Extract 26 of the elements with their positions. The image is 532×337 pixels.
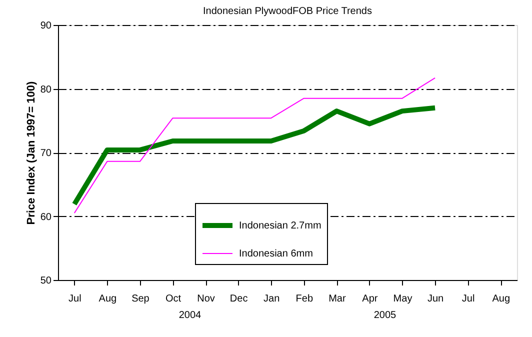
y-tick-label: 80 [40,84,52,96]
x-tick-label: May [393,294,412,304]
x-tick-label: Jan [264,294,280,304]
x-tick-label: Oct [165,294,182,304]
x-tick-label: Jul [462,294,475,304]
x-tick-label: Jun [427,294,444,304]
x-tick-label: Apr [362,294,378,304]
line-series [74,77,436,214]
x-tick-label: Nov [197,294,215,304]
legend-label: Indonesian 6mm [239,248,313,260]
chart-title: Indonesian PlywoodFOB Price Trends [203,6,372,17]
y-tick-label: 90 [40,20,52,32]
x-tick-label: Jul [68,294,82,304]
x-tick-label: Aug [98,294,117,304]
y-axis-title: Price Index (Jan 1997= 100) [25,80,38,225]
text: 2005 [374,310,397,321]
x-tick-label: Aug [492,294,510,304]
legend-label: Indonesian 2.7mm [239,220,322,232]
x-tick-label: Dec [230,294,248,304]
y-tick-label: 60 [40,212,52,223]
x-tick-label: Feb [296,294,314,304]
text: 2004 [178,310,202,321]
y-tick-label: 50 [40,276,52,286]
x-tick-label: Mar [328,294,346,304]
x-tick-label: Sep [132,294,150,304]
y-tick-label: 70 [40,148,52,159]
